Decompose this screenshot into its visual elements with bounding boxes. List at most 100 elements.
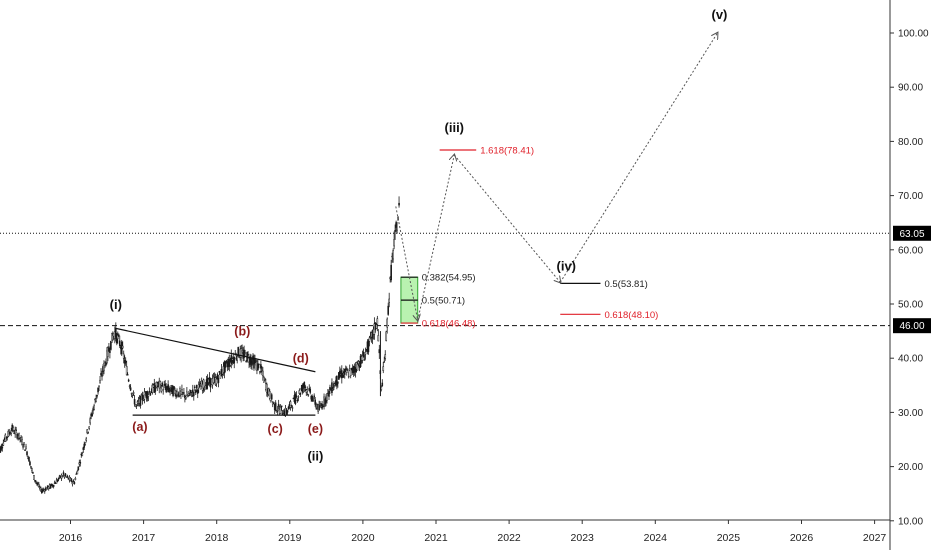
candle-body	[116, 335, 119, 339]
candle-body	[328, 390, 330, 397]
candle-body	[62, 472, 65, 475]
candle-body	[24, 449, 26, 451]
candle-body	[247, 353, 249, 356]
candle-body	[147, 394, 150, 397]
candle-body	[251, 360, 253, 366]
price-tag	[893, 225, 931, 241]
candle-body	[98, 385, 100, 388]
candle-body	[101, 375, 103, 378]
candle-body	[301, 384, 304, 393]
candle-body	[161, 382, 164, 387]
candle-body	[0, 447, 2, 453]
candle-body	[318, 405, 320, 411]
x-tick-label: 2022	[497, 532, 521, 544]
candle-body	[56, 479, 59, 482]
candle-body	[336, 375, 338, 386]
candle-body	[392, 250, 394, 260]
candle-body	[88, 426, 90, 429]
candle-body	[50, 483, 53, 486]
candle-body	[33, 474, 35, 480]
candle-body	[243, 349, 245, 358]
y-tick-label: 90.00	[898, 83, 923, 94]
candle-body	[394, 229, 396, 232]
candle-body	[164, 383, 166, 389]
candle-body	[184, 394, 186, 399]
candle-body	[313, 395, 315, 397]
candle-body	[139, 395, 142, 406]
candle-body	[117, 334, 120, 337]
candle-body	[38, 483, 40, 487]
candle-body	[233, 357, 236, 364]
candle-body	[22, 445, 24, 448]
candle-body	[100, 373, 102, 376]
candle-body	[8, 431, 11, 434]
candle-body	[109, 350, 111, 354]
wave-label-major: (i)	[110, 297, 122, 312]
triangle-trendline	[115, 327, 316, 373]
candle-body	[326, 393, 328, 401]
projection-segment	[559, 33, 717, 283]
candle-body	[359, 355, 362, 367]
x-tick-label: 2018	[205, 532, 229, 544]
candle-body	[199, 385, 202, 390]
candle-body	[173, 386, 175, 389]
wave-label-minor: (c)	[268, 422, 283, 436]
y-tick-label: 20.00	[898, 462, 923, 473]
candle-body	[125, 366, 128, 376]
candle-body	[156, 385, 159, 388]
candle-body	[279, 406, 282, 414]
candle-body	[16, 433, 18, 439]
price-tag-label: 63.05	[899, 229, 924, 240]
candle-body	[61, 475, 64, 478]
x-tick-label: 2027	[863, 532, 887, 544]
candle-body	[191, 395, 193, 397]
y-tick-label: 70.00	[898, 191, 923, 202]
candle-body	[344, 368, 347, 370]
candle-body	[190, 390, 192, 393]
candle-body	[14, 429, 16, 435]
candle-body	[296, 399, 299, 402]
candle-body	[237, 347, 239, 357]
candle-body	[223, 362, 226, 374]
candle-body	[192, 391, 195, 397]
candle-body	[149, 393, 152, 396]
candle-body	[307, 394, 310, 396]
y-tick-label: 10.00	[898, 516, 923, 527]
candle-body	[84, 442, 87, 445]
candle-body	[36, 482, 38, 484]
candle-body	[165, 387, 167, 392]
candle-body	[65, 476, 68, 478]
wave-label-major: (iv)	[557, 258, 577, 273]
candle-body	[6, 436, 9, 438]
candle-body	[83, 443, 86, 448]
candle-body	[264, 378, 266, 380]
candle-body	[112, 335, 114, 341]
candle-body	[383, 361, 386, 363]
candle-body	[89, 418, 91, 424]
candle-body	[172, 387, 174, 396]
candle-body	[341, 370, 343, 379]
candle-body	[34, 480, 36, 482]
candle-body	[395, 222, 397, 228]
candle-body	[241, 350, 243, 353]
candle-body	[260, 364, 262, 369]
candle-body	[18, 432, 20, 439]
candle-body	[388, 298, 390, 303]
candle-body	[287, 406, 290, 410]
candle-body	[131, 392, 134, 396]
candle-body	[10, 430, 13, 434]
candle-body	[122, 353, 125, 359]
candle-body	[269, 399, 272, 403]
candle-body	[384, 354, 387, 359]
price-tag-label: 46.00	[899, 321, 924, 332]
candle-body	[347, 375, 350, 378]
candle-body	[105, 361, 107, 366]
candle-body	[385, 331, 388, 342]
candle-body	[291, 407, 294, 409]
candle-body	[129, 387, 132, 391]
candle-body	[87, 431, 89, 434]
candle-body	[107, 347, 109, 357]
candle-body	[45, 487, 48, 490]
